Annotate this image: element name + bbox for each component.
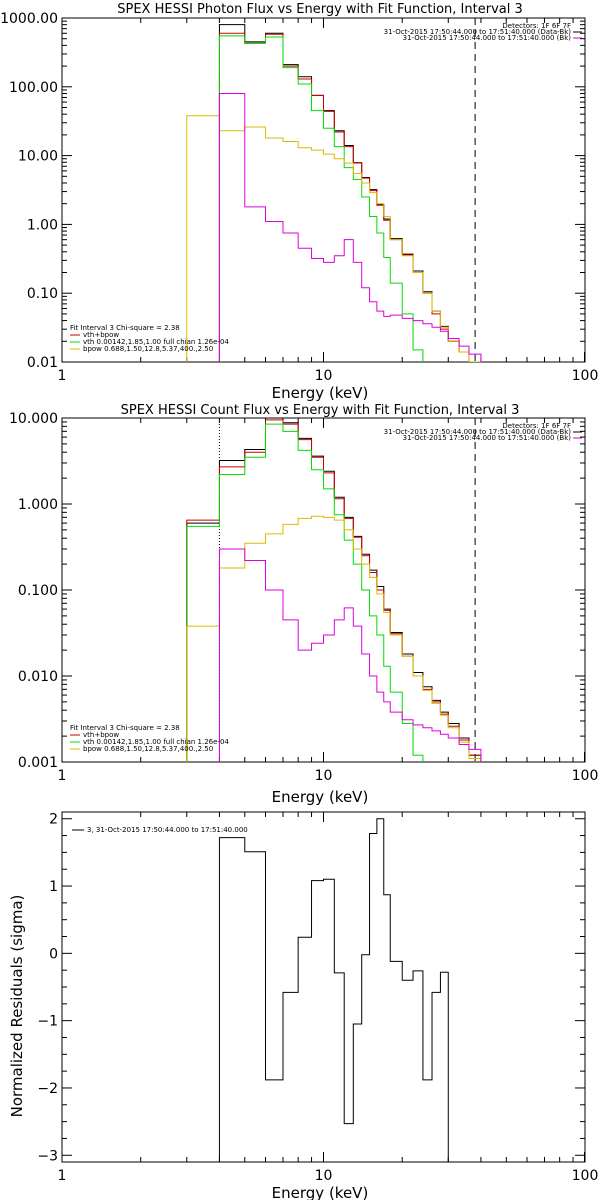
series-bpow xyxy=(186,515,482,762)
x-tick-label: 10 xyxy=(315,768,333,784)
header-line: Detectors: 1F 6F 7F xyxy=(502,422,571,430)
series-data xyxy=(186,418,482,762)
residuals-x-axis-label: Energy (keV) xyxy=(272,1184,369,1200)
plot-frame xyxy=(61,811,586,1163)
fit-box-header: Fit Interval 3 Chi-square = 2.38 xyxy=(70,724,180,732)
y-tick-label: 100.00 xyxy=(9,80,58,96)
photon-flux-title: SPEX HESSI Photon Flux vs Energy with Fi… xyxy=(117,2,523,17)
fit-box-entry: vth 0.00142,1.85,1.00 full chian 1.26e-0… xyxy=(83,338,229,346)
header-line: Detectors: 1F 6F 7F xyxy=(502,22,571,30)
y-tick-label: 1000.00 xyxy=(0,11,58,27)
y-tick-label: −2 xyxy=(37,1081,58,1097)
y-tick-label: 0.10 xyxy=(27,286,58,302)
header-line: 31-Oct-2015 17:50:44.000 to 17:51:40.000… xyxy=(384,28,572,36)
series-background xyxy=(218,548,482,762)
x-tick-label: 1 xyxy=(58,1168,67,1184)
y-tick-label: −3 xyxy=(37,1148,58,1164)
x-tick-label: 1 xyxy=(58,368,67,384)
header-line: 31-Oct-2015 17:50:44.000 to 17:51:40.000… xyxy=(403,34,572,42)
photon-flux-panel: SPEX HESSI Photon Flux vs Energy with Fi… xyxy=(0,2,598,402)
y-tick-label: 1 xyxy=(49,879,58,895)
x-tick-label: 1 xyxy=(58,768,67,784)
fit-box-entry: vth+bpow xyxy=(83,331,119,339)
plot-frame xyxy=(61,17,586,363)
y-tick-label: 0.100 xyxy=(18,583,58,599)
y-tick-label: 10.00 xyxy=(18,149,58,165)
residuals-legend-label: 3, 31-Oct-2015 17:50:44.000 to 17:51:40.… xyxy=(87,826,248,834)
count-flux-title: SPEX HESSI Count Flux vs Energy with Fit… xyxy=(121,403,520,418)
series-vth xyxy=(218,35,424,362)
residuals-panel: Energy (keV) Normalized Residuals (sigma… xyxy=(8,811,599,1200)
x-tick-label: 10 xyxy=(315,368,333,384)
series-residuals xyxy=(218,818,449,1162)
fit-box-entry: bpow 0.688,1.50,12.8,5.37,400.,2.50 xyxy=(83,345,213,353)
count-flux-x-axis-label: Energy (keV) xyxy=(272,788,369,806)
y-tick-label: 2 xyxy=(49,812,58,828)
y-tick-label: 0.010 xyxy=(18,669,58,685)
photon-flux-x-axis-label: Energy (keV) xyxy=(272,384,369,402)
y-tick-label: 0 xyxy=(49,946,58,962)
fit-box-entry: vth 0.00142,1.85,1.00 full chian 1.26e-0… xyxy=(83,738,229,746)
y-tick-label: −1 xyxy=(37,1014,58,1030)
series-data xyxy=(218,24,482,362)
y-tick-label: 10.000 xyxy=(9,411,58,427)
x-tick-label: 10 xyxy=(315,1168,333,1184)
header-line: 31-Oct-2015 17:50:44.000 to 17:51:40.000… xyxy=(384,428,572,436)
residuals-y-axis-label: Normalized Residuals (sigma) xyxy=(8,895,26,1118)
y-tick-label: 0.001 xyxy=(18,755,58,771)
fit-box-entry: vth+bpow xyxy=(83,731,119,739)
fit-box-header: Fit Interval 3 Chi-square = 2.38 xyxy=(70,324,180,332)
x-tick-label: 100 xyxy=(572,768,599,784)
x-tick-label: 100 xyxy=(572,368,599,384)
y-tick-label: 1.00 xyxy=(27,217,58,233)
y-tick-label: 1.000 xyxy=(18,497,58,513)
x-tick-label: 100 xyxy=(572,1168,599,1184)
series-background xyxy=(218,92,482,362)
series-bpow xyxy=(186,115,482,362)
series-vth xyxy=(186,423,424,762)
y-tick-label: 0.01 xyxy=(27,355,58,371)
fit-box-entry: bpow 0.688,1.50,12.8,5.37,400.,2.50 xyxy=(83,745,213,753)
series-total xyxy=(218,32,482,362)
count-flux-panel: SPEX HESSI Count Flux vs Energy with Fit… xyxy=(9,403,598,806)
header-line: 31-Oct-2015 17:50:44.000 to 17:51:40.000… xyxy=(403,434,572,442)
